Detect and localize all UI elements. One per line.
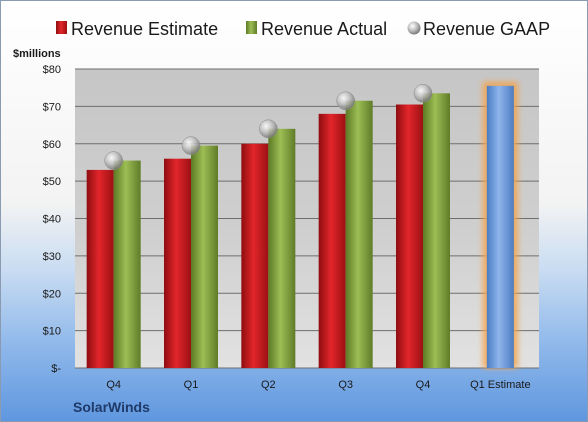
- legend-revenue-gaap-swatch: [407, 21, 421, 35]
- bar-revenue-actual: [345, 100, 373, 369]
- bar-revenue-estimate: [396, 104, 423, 368]
- y-axis-ticks: $- $10 $20 $30 $40 $50 $60 $70 $80: [43, 64, 62, 375]
- bars: [86, 81, 518, 369]
- x-axis-categories: Q4 Q1 Q2 Q3 Q4 Q1 Estimate: [106, 379, 530, 391]
- gridlines: [75, 68, 539, 369]
- legend-revenue-gaap-label: Revenue GAAP: [423, 19, 550, 39]
- marker-revenue-gaap: [413, 84, 433, 103]
- marker-revenue-gaap: [104, 151, 123, 170]
- legend-revenue-estimate-label: Revenue Estimate: [71, 19, 218, 39]
- legend-revenue-estimate-swatch: [56, 21, 67, 34]
- legend-revenue-actual-label: Revenue Actual: [261, 19, 387, 39]
- y-tick-label: $50: [43, 176, 61, 188]
- y-tick-label: $-: [51, 363, 61, 375]
- legend-revenue-actual-swatch: [246, 21, 257, 34]
- bar-revenue-estimate: [164, 158, 191, 368]
- y-tick-label: $30: [43, 251, 61, 263]
- y-tick-label: $70: [43, 101, 61, 113]
- x-category-label: Q1: [184, 379, 199, 391]
- bar-revenue-actual: [423, 93, 450, 368]
- x-category-label: Q4: [106, 379, 121, 391]
- marker-revenue-gaap: [259, 119, 278, 139]
- y-axis-unit-label: $millions: [13, 48, 61, 60]
- bar-revenue-actual: [191, 145, 218, 368]
- y-tick-label: $20: [43, 288, 61, 300]
- x-category-label: Q2: [261, 379, 276, 391]
- x-category-label: Q1 Estimate: [470, 379, 531, 391]
- x-category-label: Q3: [338, 379, 353, 391]
- y-tick-label: $60: [43, 139, 61, 151]
- y-tick-label: $40: [43, 214, 61, 226]
- company-name: SolarWinds: [73, 399, 150, 415]
- bar-revenue-estimate: [241, 143, 269, 368]
- marker-revenue-gaap: [336, 91, 355, 111]
- marker-revenue-gaap: [181, 136, 201, 155]
- bar-revenue-estimate: [318, 113, 346, 368]
- legend: Revenue Estimate Revenue Actual Revenue GA…: [56, 19, 550, 39]
- bar-revenue-estimate: [86, 169, 114, 368]
- y-tick-label: $10: [43, 326, 61, 338]
- x-category-label: Q4: [416, 379, 431, 391]
- y-tick-label: $80: [43, 64, 61, 76]
- bar-q1-estimate: [486, 85, 514, 368]
- bar-revenue-actual: [113, 160, 141, 368]
- bar-revenue-actual: [268, 128, 296, 368]
